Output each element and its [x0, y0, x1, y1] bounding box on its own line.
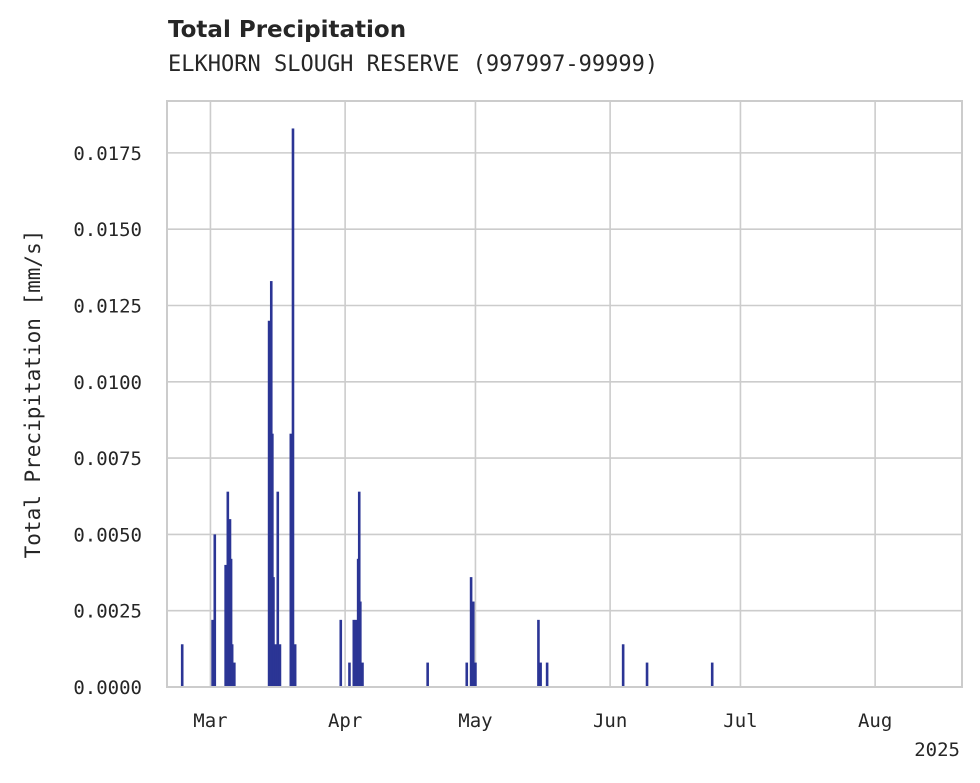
x-tick-label: Mar — [193, 710, 227, 732]
precipitation-bar — [354, 619, 358, 687]
precipitation-bar — [274, 644, 277, 687]
bar-layer — [180, 128, 714, 687]
precipitation-bar — [465, 662, 469, 687]
precipitation-bar — [293, 644, 297, 687]
chart-subtitle: ELKHORN SLOUGH RESERVE (997997-99999) — [168, 52, 659, 77]
precipitation-bar — [645, 662, 649, 687]
precipitation-bar — [211, 619, 214, 687]
precipitation-bar — [361, 662, 364, 687]
precipitation-bar — [352, 619, 356, 687]
y-tick-label: 0.0050 — [73, 524, 142, 546]
x-tick-label: Apr — [328, 710, 362, 732]
y-tick-label: 0.0075 — [73, 448, 142, 470]
precipitation-bar — [278, 644, 282, 687]
precipitation-bar — [272, 577, 275, 687]
precipitation-bar — [289, 433, 293, 687]
precipitation-bar — [271, 433, 274, 687]
y-tick-label: 0.0125 — [73, 295, 142, 317]
precipitation-bar — [537, 619, 540, 687]
year-label: 2025 — [914, 739, 960, 761]
precipitation-bar — [357, 491, 361, 687]
precipitation-bar — [180, 644, 184, 687]
y-tick-label: 0.0100 — [73, 372, 142, 394]
x-tick-label: Jul — [723, 710, 757, 732]
y-tick-label: 0.0025 — [73, 601, 142, 623]
plot-frame — [166, 100, 963, 688]
precipitation-bar — [233, 662, 236, 687]
precipitation-bar — [291, 128, 295, 687]
precipitation-bar — [226, 491, 230, 687]
precipitation-bar — [471, 601, 475, 687]
precipitation-bar — [710, 662, 714, 687]
precipitation-bar — [339, 619, 343, 687]
precipitation-bar — [230, 644, 234, 687]
precipitation-bar — [469, 577, 473, 687]
precipitation-bar — [348, 662, 351, 687]
precipitation-bar — [359, 601, 362, 687]
precipitation-bar — [545, 662, 549, 687]
x-tick-label: Aug — [858, 710, 892, 732]
precipitation-bar — [539, 662, 542, 687]
y-tick-label: 0.0175 — [73, 143, 142, 165]
chart-title: Total Precipitation — [168, 17, 407, 43]
precipitation-bar — [229, 558, 233, 687]
frame-layer — [166, 100, 963, 688]
text-layer: 0.0000 0.0025 0.0050 0.0075 0.0100 0.0125 0.01… — [21, 143, 960, 761]
y-tick-label: 0.0000 — [73, 677, 142, 699]
grid-layer — [167, 101, 962, 688]
y-tick-label: 0.0150 — [73, 219, 142, 241]
x-tick-label: May — [458, 710, 492, 732]
precipitation-bar — [426, 662, 429, 687]
precipitation-bar — [276, 491, 280, 687]
x-tick-label: Jun — [593, 710, 627, 732]
precipitation-bar — [474, 662, 477, 687]
precipitation-bar — [267, 320, 271, 687]
y-axis-label: Total Precipitation [mm/s] — [21, 230, 45, 559]
precipitation-bar — [621, 644, 625, 687]
precipitation-bar — [224, 564, 227, 687]
precipitation-bar — [213, 534, 217, 687]
